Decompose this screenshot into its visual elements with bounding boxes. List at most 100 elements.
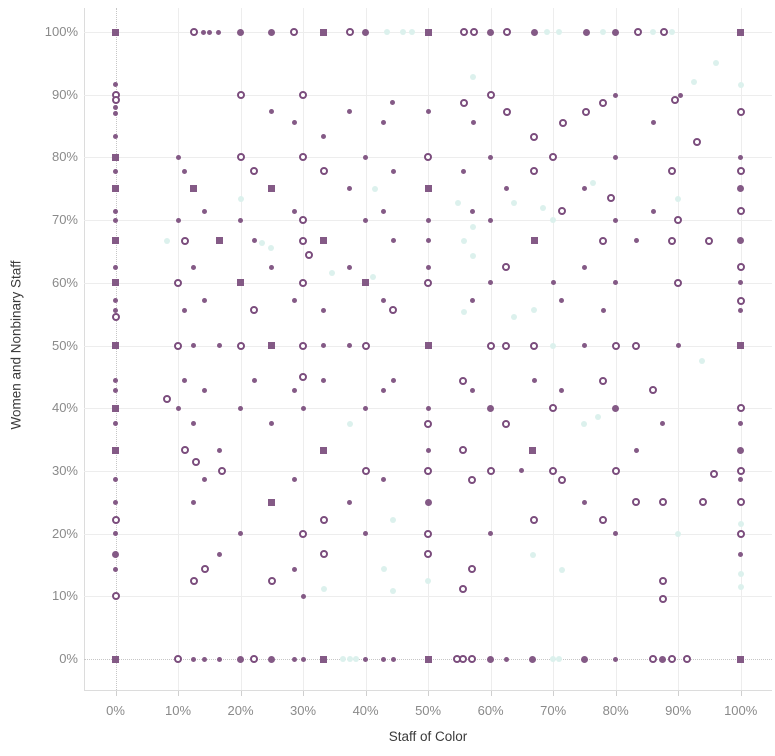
data-point[interactable] (671, 95, 680, 104)
data-point[interactable] (699, 498, 708, 507)
data-point[interactable] (556, 29, 563, 35)
data-point[interactable] (217, 551, 223, 557)
data-point[interactable] (459, 655, 468, 663)
data-point[interactable] (291, 119, 297, 125)
data-point[interactable] (599, 236, 608, 245)
data-point[interactable] (529, 132, 538, 141)
data-point[interactable] (530, 237, 538, 245)
data-point[interactable] (738, 477, 744, 483)
data-point[interactable] (299, 341, 308, 350)
data-point[interactable] (347, 499, 353, 505)
data-point[interactable] (180, 236, 189, 245)
data-point[interactable] (659, 28, 668, 36)
data-point[interactable] (111, 313, 120, 322)
data-point[interactable] (236, 341, 245, 350)
data-point[interactable] (424, 466, 433, 475)
data-point[interactable] (503, 656, 509, 662)
data-point[interactable] (300, 656, 306, 662)
data-point[interactable] (599, 515, 608, 524)
data-point[interactable] (299, 216, 308, 225)
data-point[interactable] (503, 186, 509, 192)
data-point[interactable] (258, 240, 265, 247)
data-point[interactable] (361, 466, 370, 475)
data-point[interactable] (362, 28, 370, 36)
data-point[interactable] (202, 656, 208, 662)
data-point[interactable] (486, 466, 495, 475)
data-point[interactable] (268, 245, 275, 252)
data-point[interactable] (667, 236, 676, 245)
data-point[interactable] (202, 208, 208, 214)
data-point[interactable] (502, 28, 511, 36)
data-point[interactable] (650, 208, 656, 214)
data-point[interactable] (181, 378, 187, 384)
data-point[interactable] (390, 516, 397, 523)
data-point[interactable] (113, 531, 118, 537)
data-point[interactable] (459, 585, 468, 594)
data-point[interactable] (487, 28, 495, 36)
data-point[interactable] (113, 477, 118, 483)
data-point[interactable] (217, 447, 223, 453)
data-point[interactable] (237, 279, 245, 287)
data-point[interactable] (559, 387, 565, 393)
data-point[interactable] (340, 656, 347, 662)
data-point[interactable] (488, 531, 494, 537)
data-point[interactable] (305, 250, 314, 259)
data-point[interactable] (468, 475, 477, 484)
data-point[interactable] (530, 307, 537, 314)
data-point[interactable] (320, 237, 328, 245)
data-point[interactable] (613, 280, 619, 286)
data-point[interactable] (200, 29, 206, 35)
data-point[interactable] (347, 108, 353, 114)
data-point[interactable] (675, 343, 681, 348)
data-point[interactable] (488, 217, 494, 223)
data-point[interactable] (459, 28, 468, 36)
data-point[interactable] (737, 82, 744, 89)
data-point[interactable] (319, 515, 328, 524)
data-point[interactable] (600, 307, 606, 313)
data-point[interactable] (291, 566, 297, 572)
data-point[interactable] (581, 264, 587, 270)
data-point[interactable] (191, 421, 197, 427)
data-point[interactable] (363, 531, 369, 537)
data-point[interactable] (424, 342, 432, 349)
data-point[interactable] (216, 237, 224, 245)
data-point[interactable] (347, 264, 353, 270)
data-point[interactable] (530, 515, 539, 524)
data-point[interactable] (487, 404, 495, 412)
data-point[interactable] (502, 419, 511, 428)
data-point[interactable] (300, 405, 306, 411)
data-point[interactable] (650, 119, 656, 125)
data-point[interactable] (581, 420, 588, 427)
data-point[interactable] (425, 447, 431, 453)
data-point[interactable] (634, 28, 643, 36)
data-point[interactable] (582, 28, 590, 36)
data-point[interactable] (251, 238, 257, 244)
data-point[interactable] (682, 655, 691, 663)
data-point[interactable] (530, 167, 539, 176)
data-point[interactable] (371, 186, 378, 193)
data-point[interactable] (390, 238, 396, 244)
data-point[interactable] (384, 29, 391, 35)
data-point[interactable] (633, 238, 639, 244)
data-point[interactable] (299, 236, 308, 245)
data-point[interactable] (469, 298, 475, 304)
data-point[interactable] (113, 298, 118, 304)
data-point[interactable] (361, 341, 370, 350)
data-point[interactable] (550, 217, 557, 224)
data-point[interactable] (737, 571, 744, 578)
data-point[interactable] (291, 656, 297, 662)
data-point[interactable] (238, 217, 244, 223)
data-point[interactable] (675, 196, 682, 203)
data-point[interactable] (191, 499, 197, 505)
data-point[interactable] (736, 107, 745, 116)
data-point[interactable] (649, 655, 658, 663)
data-point[interactable] (113, 134, 118, 140)
data-point[interactable] (660, 421, 666, 427)
data-point[interactable] (362, 279, 370, 287)
data-point[interactable] (113, 499, 118, 505)
data-point[interactable] (112, 342, 119, 349)
data-point[interactable] (658, 498, 667, 507)
data-point[interactable] (424, 419, 433, 428)
data-point[interactable] (530, 341, 539, 350)
data-point[interactable] (470, 74, 477, 81)
